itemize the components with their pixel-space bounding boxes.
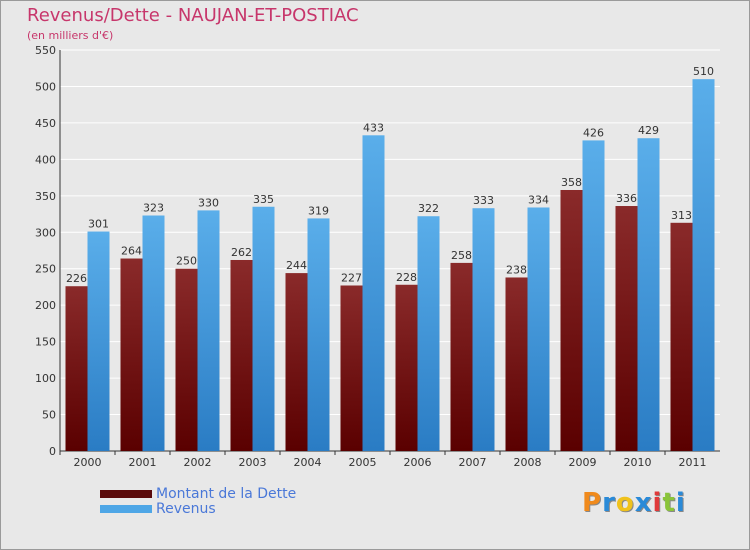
logo-letter: i xyxy=(675,488,686,518)
bar-dette-label: 226 xyxy=(66,272,87,285)
bar-revenus xyxy=(582,140,605,451)
logo-letter: P xyxy=(582,488,603,518)
bar-dette xyxy=(670,222,693,451)
bar-revenus xyxy=(692,79,715,451)
bar-dette-label: 228 xyxy=(396,271,417,284)
bar-dette-label: 238 xyxy=(506,263,527,276)
bar-revenus-label: 319 xyxy=(308,204,329,217)
bar-revenus xyxy=(637,138,660,451)
chart-subtitle: (en milliers d'€) xyxy=(27,29,114,42)
x-tick-label: 2000 xyxy=(74,456,102,469)
bar-revenus-label: 429 xyxy=(638,124,659,137)
y-tick-label: 50 xyxy=(42,409,56,422)
y-tick-label: 150 xyxy=(35,336,56,349)
proxiti-logo: Proxiti xyxy=(582,488,686,518)
bar-revenus-label: 323 xyxy=(143,202,164,215)
bar-revenus-label: 335 xyxy=(253,193,274,206)
y-tick-label: 350 xyxy=(35,190,56,203)
legend-label-revenus: Revenus xyxy=(156,501,216,517)
bar-revenus xyxy=(472,208,495,451)
x-tick-label: 2008 xyxy=(514,456,542,469)
y-tick-label: 550 xyxy=(35,44,56,57)
plot-area xyxy=(60,50,720,451)
bar-revenus xyxy=(142,215,165,451)
bar-dette-label: 262 xyxy=(231,246,252,259)
bar-dette xyxy=(230,259,253,451)
bar-dette-label: 258 xyxy=(451,249,472,262)
bar-revenus-label: 433 xyxy=(363,121,384,134)
y-tick-label: 100 xyxy=(35,372,56,385)
x-tick-label: 2006 xyxy=(404,456,432,469)
bar-dette-label: 264 xyxy=(121,245,142,258)
x-tick-label: 2009 xyxy=(569,456,597,469)
logo-letter: r xyxy=(602,488,616,518)
legend-item-revenus: Revenus xyxy=(100,501,216,517)
bar-dette xyxy=(450,262,473,451)
bar-dette xyxy=(615,206,638,451)
bar-revenus-label: 322 xyxy=(418,202,439,215)
bar-revenus xyxy=(362,135,385,451)
x-tick-label: 2010 xyxy=(624,456,652,469)
chart-title: Revenus/Dette - NAUJAN-ET-POSTIAC xyxy=(27,5,359,26)
y-tick-label: 200 xyxy=(35,299,56,312)
bar-dette xyxy=(395,284,418,451)
x-tick-label: 2002 xyxy=(184,456,212,469)
logo-letter: i xyxy=(652,488,663,518)
bar-revenus xyxy=(197,210,220,451)
y-tick-label: 500 xyxy=(35,80,56,93)
bar-revenus-label: 334 xyxy=(528,193,549,206)
logo-letter: t xyxy=(662,488,676,518)
bar-dette-label: 227 xyxy=(341,271,362,284)
bar-revenus-label: 333 xyxy=(473,194,494,207)
legend-swatch-revenus xyxy=(100,505,152,513)
bar-dette-label: 250 xyxy=(176,255,197,268)
x-tick-label: 2003 xyxy=(239,456,267,469)
logo-letter: o xyxy=(615,488,635,518)
bar-revenus-label: 301 xyxy=(88,218,109,231)
y-tick-label: 400 xyxy=(35,153,56,166)
bar-dette xyxy=(175,268,198,451)
bar-revenus xyxy=(307,218,330,451)
x-tick-label: 2011 xyxy=(679,456,707,469)
bar-dette-label: 358 xyxy=(561,176,582,189)
bar-dette xyxy=(340,285,363,451)
x-tick-label: 2007 xyxy=(459,456,487,469)
bar-revenus xyxy=(417,216,440,451)
y-tick-label: 250 xyxy=(35,263,56,276)
bar-dette xyxy=(285,273,308,451)
bar-revenus xyxy=(527,207,550,451)
logo-letter: x xyxy=(634,488,653,518)
y-tick-label: 0 xyxy=(49,445,56,458)
bar-revenus-label: 330 xyxy=(198,196,219,209)
bar-dette-label: 313 xyxy=(671,209,692,222)
x-tick-label: 2004 xyxy=(294,456,322,469)
bar-dette-label: 336 xyxy=(616,192,637,205)
y-tick-label: 300 xyxy=(35,226,56,239)
bar-dette-label: 244 xyxy=(286,259,307,272)
bar-dette xyxy=(560,189,583,451)
bar-dette xyxy=(65,286,88,451)
x-tick-label: 2005 xyxy=(349,456,377,469)
bar-revenus-label: 510 xyxy=(693,65,714,78)
bar-revenus xyxy=(252,206,275,451)
y-tick-label: 450 xyxy=(35,117,56,130)
bar-dette xyxy=(505,277,528,451)
legend-swatch-dette xyxy=(100,490,152,498)
legend-item-dette: Montant de la Dette xyxy=(100,486,296,502)
bar-revenus-label: 426 xyxy=(583,126,604,139)
bar-revenus xyxy=(87,231,110,451)
legend-label-dette: Montant de la Dette xyxy=(156,486,297,502)
x-tick-label: 2001 xyxy=(129,456,157,469)
bar-dette xyxy=(120,258,143,451)
